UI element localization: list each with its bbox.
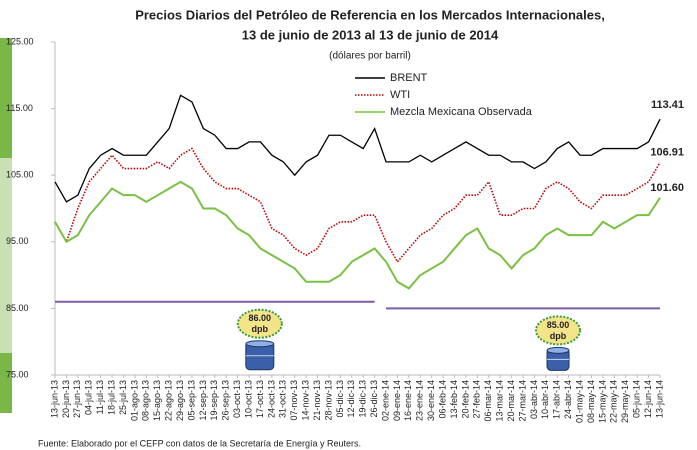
series-line [54,147,661,264]
x-tick-label: 21-nov-13 [312,380,322,421]
end-label: 106.91 [650,146,684,158]
x-tick-label: 10-oct-13 [243,380,253,418]
chart-title: Precios Diarios del Petróleo de Referenc… [135,7,605,22]
x-tick-label: 05-sep-13 [186,380,196,421]
x-tick-label: 06-feb-14 [437,380,447,419]
side-strip [0,353,12,413]
x-tick-label: 22-may-14 [609,380,619,423]
x-tick-label: 12-sep-13 [198,380,208,421]
x-tick-label: 01-ago-13 [129,380,139,421]
x-tick-label: 27-jun-13 [72,380,82,418]
x-tick-label: 20-mar-14 [506,380,516,422]
x-tick-label: 29-may-14 [620,380,630,423]
x-tick-label: 03-abr-14 [529,380,539,419]
x-tick-label: 26-sep-13 [221,380,231,421]
x-tick-label: 20-feb-14 [460,380,470,419]
side-strip [0,158,12,353]
x-tick-label: 17-oct-13 [255,380,265,418]
y-tick-label: 85.00 [6,303,29,313]
x-tick-label: 27-feb-14 [472,380,482,419]
x-tick-label: 18-jul-13 [106,380,116,415]
x-tick-label: 10-abr-14 [540,380,550,419]
x-tick-label: 12-jun-14 [643,380,653,418]
x-tick-label: 01-may-14 [574,380,584,423]
x-tick-label: 05-dic-13 [335,380,345,418]
chart-subtitle: 13 de junio de 2013 al 13 de junio de 20… [242,27,499,42]
x-tick-label: 24-abr-14 [563,380,573,419]
x-tick-label: 29-ago-13 [175,380,185,421]
x-tick-label: 06-mar-14 [483,380,493,422]
x-tick-label: 15-ago-13 [152,380,162,421]
x-tick-label: 22-ago-13 [164,380,174,421]
legend-label: BRENT [390,72,428,84]
x-tick-label: 27-mar-14 [517,380,527,422]
x-tick-label: 09-ene-14 [392,380,402,421]
barrel-top [546,346,570,354]
x-tick-label: 17-abr-14 [552,380,562,419]
x-tick-label: 15-may-14 [597,380,607,423]
x-tick-label: 08-may-14 [586,380,596,423]
x-tick-label: 31-oct-13 [278,380,288,418]
x-tick-label: 13-mar-14 [495,380,505,422]
x-tick-label: 08-ago-13 [141,380,151,421]
y-tick-label: 115.00 [6,103,33,113]
x-tick-label: 19-dic-13 [358,380,368,418]
badge-value: 85.00 [547,320,570,330]
x-tick-label: 23-ene-14 [415,380,425,421]
x-tick-label: 30-ene-14 [426,380,436,421]
badge-value: 86.00 [249,313,272,323]
y-tick-label: 125.00 [6,36,34,46]
source: Fuente: Elaborado por el CEFP con datos … [38,438,361,448]
y-tick-label: 105.00 [6,170,34,180]
x-tick-label: 26-dic-13 [369,380,379,418]
x-tick-label: 12-dic-13 [346,380,356,418]
x-tick-label: 25-jul-13 [118,380,128,415]
y-label: (dólares por barril) [329,51,411,62]
x-tick-label: 13-jun-14 [654,380,664,418]
end-label: 101.60 [650,182,684,194]
x-tick-label: 11-jul-13 [95,380,105,414]
series-line [54,94,661,203]
legend-label: Mezcla Mexicana Observada [390,106,533,118]
badge-unit: dpb [252,324,269,334]
x-tick-label: 28-nov-13 [323,380,333,421]
x-tick-label: 24-oct-13 [266,380,276,418]
x-tick-label: 14-nov-13 [301,380,311,421]
x-tick-label: 13-jun-13 [49,380,59,418]
x-tick-label: 13-feb-14 [449,380,459,419]
barrel-top [245,340,275,348]
x-tick-label: 03-oct-13 [232,380,242,418]
y-tick-label: 95.00 [6,236,29,246]
x-tick-label: 02-ene-14 [380,380,390,421]
x-tick-label: 16-ene-14 [403,380,413,421]
x-tick-label: 07-nov-13 [289,380,299,421]
x-tick-label: 04-jul-13 [84,380,94,415]
legend-label: WTI [390,89,410,101]
end-label: 113.41 [651,99,684,111]
badge [236,308,283,339]
x-tick-label: 20-jun-13 [61,380,71,418]
side-strip [0,38,12,158]
x-tick-label: 19-sep-13 [209,380,219,421]
series-line [54,180,661,290]
x-tick-label: 05-jun-14 [632,380,642,418]
y-tick-label: 75.00 [6,369,29,379]
badge-unit: dpb [550,331,567,341]
badge [535,315,582,346]
